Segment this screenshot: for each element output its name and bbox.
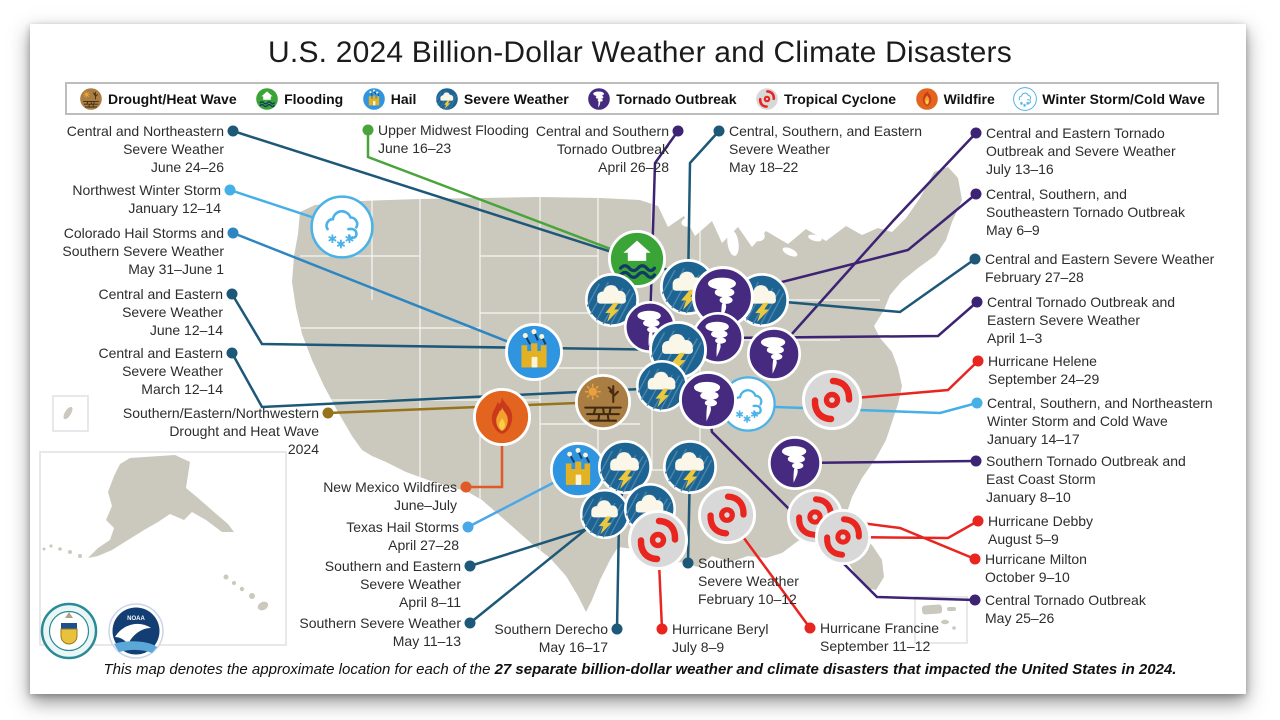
disaster-label: Southern and Eastern Severe Weather April …	[324, 558, 461, 610]
disaster-label: Central and Eastern Severe Weather March 1…	[98, 345, 223, 397]
disaster-label: Central Tornado Outbreak and Eastern Seve…	[987, 294, 1176, 346]
disaster-label: Southern/Eastern/Northwestern Drought and…	[122, 405, 319, 457]
disaster-label: Texas Hail Storms April 27–28	[346, 519, 459, 553]
disaster-label: Central and Eastern Tornado Outbreak and …	[986, 125, 1176, 177]
legend-label: Flooding	[284, 90, 344, 107]
disaster-label: Southern Severe Weather February 10–12	[698, 555, 799, 607]
legend-item-cyclone: Tropical Cyclone	[755, 86, 897, 111]
legend-label: Hail	[390, 90, 417, 107]
disaster-label: Hurricane Debby August 5–9	[988, 513, 1094, 547]
disaster-label: Central and Eastern Severe Weather June 12…	[98, 286, 223, 338]
disaster-label: New Mexico Wildfires June–July	[323, 479, 457, 513]
disaster-label: Southern Tornado Outbreak and East Coast …	[986, 453, 1186, 505]
legend-item-tornado: Tornado Outbreak	[587, 86, 737, 111]
page-title: U.S. 2024 Billion-Dollar Weather and Cli…	[268, 36, 1012, 69]
disaster-label: Hurricane Francine September 11–12	[820, 620, 940, 654]
disaster-label: Central and Southern Tornado Outbreak Apri…	[535, 123, 669, 175]
legend-item-hail: Hail	[361, 86, 417, 111]
disaster-label: Hurricane Beryl July 8–9	[672, 621, 769, 655]
disaster-label: Central, Southern, and Northeastern Winte…	[987, 395, 1213, 447]
disaster-label: Hurricane Helene September 24–29	[988, 353, 1100, 387]
legend-label: Wildfire	[943, 90, 995, 107]
disaster-label: Southern Derecho May 16–17	[494, 621, 608, 655]
disaster-label: Colorado Hail Storms and Southern Severe …	[62, 225, 224, 277]
legend-label: Tornado Outbreak	[616, 90, 737, 107]
disaster-label: Central and Eastern Severe Weather Februa…	[985, 251, 1215, 285]
legend-item-severe: Severe Weather	[435, 87, 569, 111]
disaster-label: Southern Severe Weather May 11–13	[299, 615, 461, 649]
legend-label: Winter Storm/Cold Wave	[1042, 90, 1205, 107]
disaster-label: Central and Northeastern Severe Weather Ju…	[66, 123, 224, 175]
disaster-label: Central, Southern, and Southeastern Torna…	[986, 186, 1185, 238]
disaster-label: Northwest Winter Storm January 12–14	[72, 182, 221, 216]
disaster-label: Central Tornado Outbreak May 25–26	[985, 592, 1146, 626]
legend-label: Tropical Cyclone	[784, 90, 897, 107]
legend-bar: Drought/Heat Wave Flooding Hail Severe Weat…	[65, 82, 1219, 115]
disaster-label: Central, Southern, and Eastern Severe Wea…	[729, 123, 923, 175]
disaster-label: Upper Midwest Flooding June 16–23	[378, 122, 529, 156]
legend-label: Drought/Heat Wave	[108, 90, 237, 107]
legend-item-winter: Winter Storm/Cold Wave	[1013, 86, 1205, 111]
legend-label: Severe Weather	[463, 90, 569, 107]
footer-note: This map denotes the approximate locatio…	[103, 661, 1177, 678]
disaster-label: Hurricane Milton October 9–10	[985, 551, 1087, 585]
legend-item-wildfire: Wildfire	[914, 86, 995, 111]
legend-item-flooding: Flooding	[255, 86, 344, 111]
legend-item-drought: Drought/Heat Wave	[79, 86, 237, 111]
